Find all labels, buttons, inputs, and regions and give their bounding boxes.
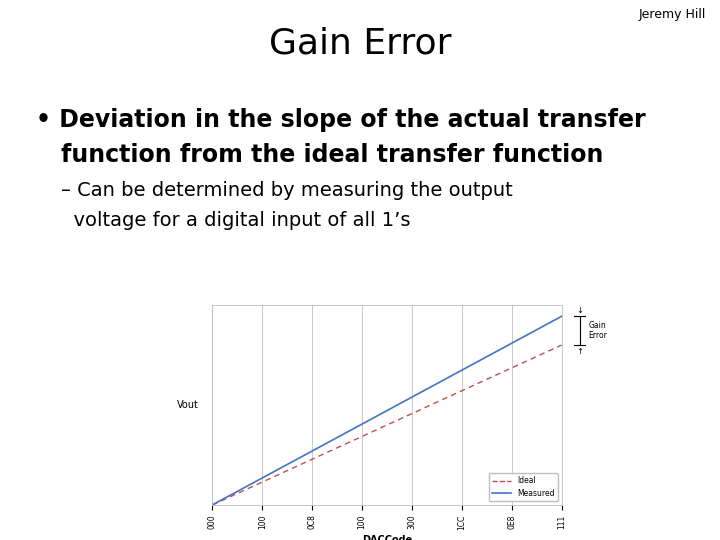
Line: Ideal: Ideal — [212, 345, 562, 505]
Ideal — [208, 502, 217, 508]
Measured — [222, 494, 230, 501]
Text: Gain
Error: Gain Error — [588, 321, 607, 340]
Ideal — [528, 355, 536, 362]
Text: ↓: ↓ — [576, 306, 583, 315]
Ideal — [557, 342, 566, 348]
Measured — [528, 329, 536, 336]
Ideal — [273, 472, 282, 478]
Text: function from the ideal transfer function: function from the ideal transfer functio… — [61, 143, 603, 167]
Ideal — [222, 495, 230, 502]
X-axis label: DACCode: DACCode — [362, 536, 412, 540]
Measured — [273, 467, 282, 473]
Ideal — [229, 492, 238, 498]
Ideal — [301, 459, 310, 465]
Text: Gain Error: Gain Error — [269, 27, 451, 61]
Y-axis label: Vout: Vout — [176, 400, 198, 410]
Measured — [540, 322, 549, 329]
Line: Measured: Measured — [212, 316, 562, 505]
Ideal — [540, 350, 549, 356]
Measured — [229, 490, 238, 497]
Measured — [557, 313, 566, 320]
Text: – Can be determined by measuring the output: – Can be determined by measuring the out… — [61, 181, 513, 200]
Text: voltage for a digital input of all 1’s: voltage for a digital input of all 1’s — [61, 211, 410, 229]
Text: • Deviation in the slope of the actual transfer: • Deviation in the slope of the actual t… — [36, 108, 646, 132]
Text: Jeremy Hill: Jeremy Hill — [638, 8, 706, 21]
Measured — [208, 502, 217, 508]
Text: ↑: ↑ — [576, 347, 583, 356]
Legend: Ideal, Measured: Ideal, Measured — [489, 473, 558, 501]
Measured — [301, 451, 310, 458]
